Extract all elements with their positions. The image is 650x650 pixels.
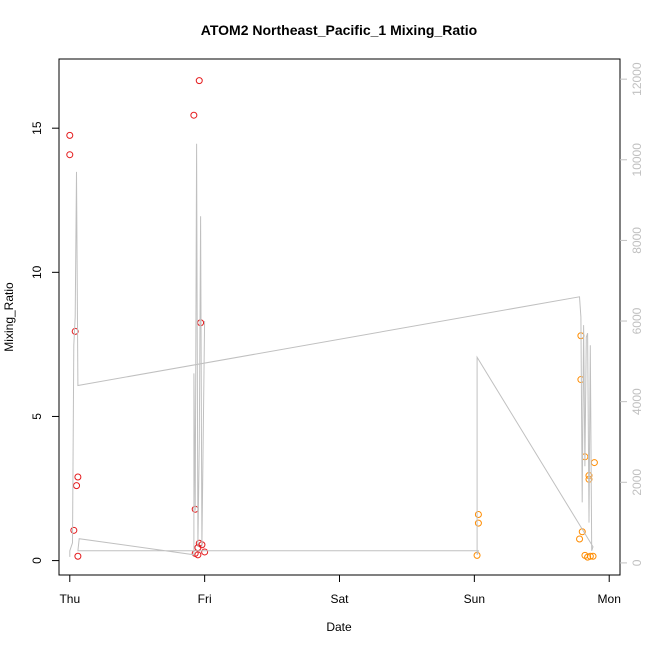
plot-frame <box>58 58 621 576</box>
data-point <box>590 459 598 467</box>
y-tick-label: 5 <box>30 413 44 420</box>
x-tick-label: Mon <box>598 592 621 606</box>
chart-title: ATOM2 Northeast_Pacific_1 Mixing_Ratio <box>201 22 477 38</box>
data-point <box>474 510 482 518</box>
series-line <box>69 143 594 557</box>
y2-tick-label: 10000 <box>630 143 644 177</box>
data-point <box>474 519 482 527</box>
data-point <box>70 526 78 534</box>
data-point <box>194 551 202 559</box>
y-axis-label: Mixing_Ratio <box>2 282 16 352</box>
y2-tick-label: 8000 <box>630 227 644 254</box>
data-point <box>73 482 81 490</box>
data-point <box>74 552 82 560</box>
x-tick-label: Sun <box>464 592 485 606</box>
y2-tick-label: 0 <box>630 559 644 566</box>
y-tick-label: 10 <box>30 265 44 279</box>
data-point <box>589 552 597 560</box>
data-point <box>74 473 82 481</box>
data-point <box>195 77 203 85</box>
x-tick-label: Thu <box>59 592 80 606</box>
x-tick-label: Sat <box>330 592 349 606</box>
y2-tick-label: 12000 <box>630 62 644 96</box>
data-point <box>201 548 209 556</box>
data-point <box>66 131 74 139</box>
data-point <box>586 552 594 560</box>
y2-tick-label: 2000 <box>630 469 644 496</box>
data-point <box>190 111 198 119</box>
data-point <box>66 151 74 159</box>
data-point <box>71 327 79 335</box>
y2-tick-label: 6000 <box>630 307 644 334</box>
x-tick-label: Fri <box>198 592 212 606</box>
plot-area: Thu Fri Sat Sun Mon 0 5 10 15 0 2000 4000 6000 8000 10… <box>30 62 644 606</box>
data-point <box>576 535 584 543</box>
y-tick-label: 15 <box>30 121 44 135</box>
x-axis-label: Date <box>326 620 352 634</box>
y2-tick-label: 4000 <box>630 388 644 415</box>
y-tick-label: 0 <box>30 557 44 564</box>
